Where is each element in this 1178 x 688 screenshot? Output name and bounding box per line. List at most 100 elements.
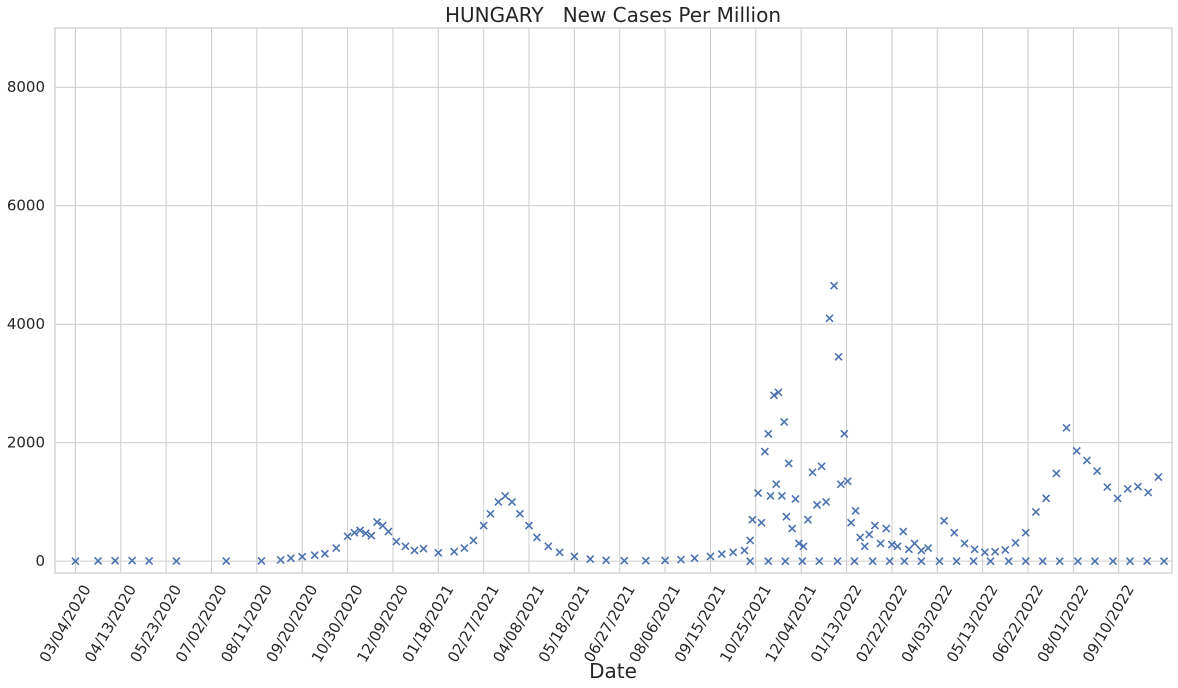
data-point	[729, 548, 738, 557]
data-point	[661, 556, 670, 565]
data-point	[1113, 494, 1122, 503]
data-point	[986, 557, 995, 566]
data-point	[754, 488, 763, 498]
data-point	[766, 491, 775, 501]
data-point	[494, 497, 503, 506]
data-point	[298, 552, 307, 561]
data-point	[501, 491, 510, 501]
data-point	[1142, 557, 1152, 566]
data-point	[469, 536, 478, 545]
data-point	[410, 546, 419, 555]
data-point	[1021, 528, 1030, 537]
y-tick-label: 6000	[7, 197, 45, 215]
data-point	[746, 536, 755, 545]
data-point	[774, 388, 783, 397]
data-point	[829, 281, 839, 290]
data-point	[860, 542, 869, 551]
data-point	[620, 556, 629, 565]
data-point	[812, 500, 822, 509]
data-point	[856, 533, 865, 542]
data-point	[419, 544, 428, 553]
data-point	[450, 547, 459, 556]
data-point	[1031, 507, 1040, 517]
data-point	[479, 521, 488, 530]
data-point	[676, 555, 686, 564]
data-point	[1011, 538, 1020, 547]
data-point	[1090, 557, 1099, 566]
data-point	[882, 524, 891, 533]
data-point	[836, 480, 845, 489]
data-point	[94, 556, 103, 566]
data-point	[434, 548, 443, 557]
data-point	[1001, 545, 1010, 554]
data-point	[384, 527, 393, 536]
data-point	[1123, 484, 1132, 493]
data-point	[350, 528, 359, 537]
data-point	[760, 447, 769, 456]
data-point	[840, 429, 849, 438]
data-point	[355, 526, 365, 535]
data-point	[367, 531, 376, 540]
data-point	[917, 557, 926, 566]
y-tick-label: 8000	[7, 78, 45, 96]
data-point	[128, 556, 137, 565]
data-point	[257, 556, 266, 565]
data-point	[544, 542, 553, 551]
data-point	[515, 509, 525, 518]
data-point	[1072, 446, 1081, 456]
data-point	[893, 542, 902, 551]
data-point	[392, 537, 401, 546]
data-point	[952, 557, 961, 566]
data-point	[887, 540, 896, 549]
data-point	[372, 517, 382, 527]
plot-frame	[54, 27, 1173, 574]
data-point	[870, 521, 879, 530]
data-point	[145, 556, 154, 565]
data-point	[781, 557, 790, 566]
data-point	[602, 556, 611, 565]
data-point	[910, 539, 919, 548]
data-point	[850, 557, 859, 566]
data-point	[1103, 483, 1112, 492]
data-point	[935, 557, 944, 566]
data-point	[507, 497, 517, 506]
data-point	[970, 545, 979, 554]
data-point	[641, 556, 650, 565]
data-point	[885, 557, 894, 566]
data-point	[808, 468, 817, 477]
data-point	[788, 524, 797, 533]
data-point	[1159, 557, 1169, 566]
data-point	[851, 506, 860, 515]
data-point	[764, 429, 773, 438]
data-point	[1042, 494, 1051, 503]
data-point	[817, 462, 826, 471]
data-point	[960, 539, 969, 548]
y-tick-labels: 0 2000 4000 6000 8000	[7, 78, 45, 570]
data-point	[1093, 467, 1102, 476]
data-point	[570, 552, 579, 561]
data-point	[1004, 557, 1013, 566]
data-point	[1125, 557, 1135, 566]
data-point	[690, 554, 699, 563]
data-point	[815, 557, 824, 566]
data-point	[1108, 557, 1118, 566]
x-tick-labels: 03/04/202004/13/202005/23/202007/02/2020…	[36, 582, 1138, 666]
data-point	[748, 515, 757, 524]
data-point	[899, 527, 908, 536]
y-tick-label: 4000	[7, 315, 45, 333]
data-point	[865, 530, 874, 539]
data-point	[1052, 469, 1061, 478]
data-point	[401, 542, 410, 551]
data-point	[1021, 557, 1030, 566]
data-point	[1062, 423, 1071, 432]
data-point	[764, 557, 773, 566]
data-point	[1038, 557, 1047, 566]
data-point	[486, 509, 495, 518]
data-point	[460, 544, 469, 553]
data-point	[794, 539, 803, 548]
data-point	[286, 554, 295, 563]
data-point	[111, 556, 120, 565]
data-point	[532, 533, 542, 542]
chart-title: HUNGARY New Cases Per Million	[445, 3, 781, 27]
